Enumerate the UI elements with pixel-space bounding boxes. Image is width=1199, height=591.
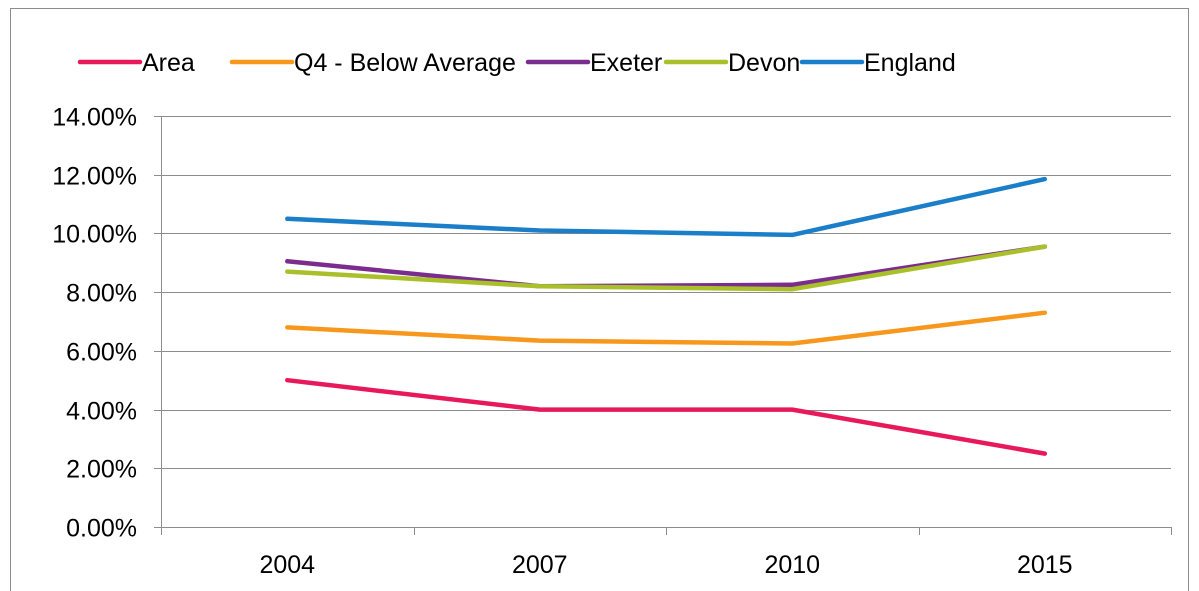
- chart-border: [10, 8, 1189, 591]
- axes: [161, 116, 1171, 528]
- y-tick-label: 12.00%: [52, 163, 137, 191]
- y-tick-label: 8.00%: [66, 280, 137, 308]
- series-line-q4-below-average: [285, 310, 1048, 346]
- series-line-devon: [285, 244, 1048, 292]
- series-line-area: [285, 377, 1048, 456]
- legend-label: Devon: [728, 49, 800, 77]
- y-tick-label: 0.00%: [66, 515, 137, 543]
- x-tick-label: 2010: [764, 551, 820, 579]
- series-lines: [285, 176, 1048, 456]
- x-tick-label: 2015: [1017, 551, 1073, 579]
- y-tick-label: 2.00%: [66, 456, 137, 484]
- legend-label: England: [864, 49, 956, 77]
- y-axis-ticks: 0.00% 2.00% 4.00% 6.00% 8.00% 10.00% 12.00% 14.…: [52, 104, 161, 543]
- x-tick-label: 2007: [512, 551, 568, 579]
- legend-label: Exeter: [590, 49, 662, 77]
- legend: Area Q4 - Below Average Exeter Devon England: [77, 49, 956, 77]
- y-tick-label: 14.00%: [52, 104, 137, 132]
- legend-label: Q4 - Below Average: [294, 49, 516, 77]
- y-tick-label: 6.00%: [66, 339, 137, 367]
- gridlines: [161, 116, 1171, 469]
- y-tick-label: 10.00%: [52, 221, 137, 249]
- series-line-england: [285, 176, 1048, 238]
- legend-label: Area: [142, 49, 195, 77]
- x-tick-label: 2004: [259, 551, 315, 579]
- x-axis-ticks: 2004 2007 2010 2015: [161, 527, 1172, 579]
- y-tick-label: 4.00%: [66, 398, 137, 426]
